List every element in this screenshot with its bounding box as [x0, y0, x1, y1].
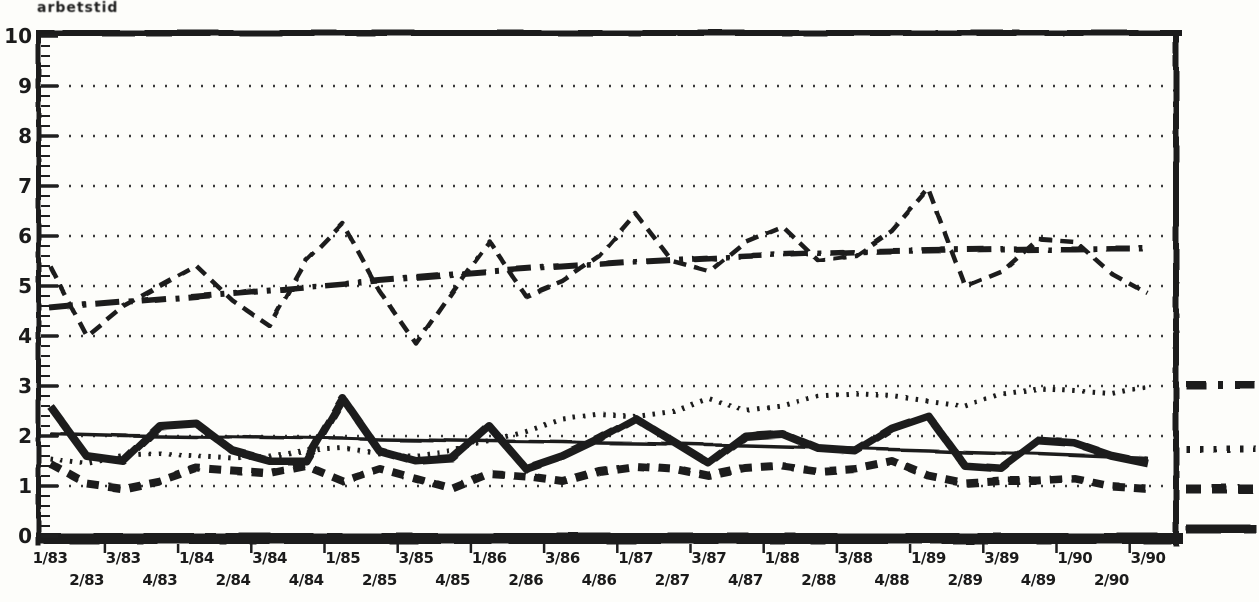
x-axis-tick-label: 3/83: [106, 549, 141, 567]
series-thin-solid-line: [49, 431, 1149, 461]
y-axis-tick-label: 8: [18, 124, 32, 148]
x-axis-tick-label: 1/88: [765, 549, 800, 567]
y-axis-tick-label: 3: [18, 374, 32, 398]
x-axis-tick-label: 3/85: [399, 549, 434, 567]
x-axis-tick-label: 4/85: [435, 571, 470, 589]
y-axis-tick-label: 1: [18, 474, 32, 498]
frame-right: [1173, 30, 1179, 546]
y-axis-tick-label: 4: [18, 324, 32, 348]
x-axis-tick-label: 2/86: [508, 571, 543, 589]
frame-left: [36, 30, 41, 546]
data-series: [46, 186, 1150, 493]
x-axis-tick-label: 4/87: [728, 571, 763, 589]
frame-top: [36, 30, 1182, 36]
plot-frame: [36, 30, 1183, 546]
y-axis-tick-label: 9: [18, 74, 32, 98]
x-axis-labels: 1/832/833/834/831/842/843/844/841/852/85…: [33, 549, 1166, 589]
y-axis-tick-label: 6: [18, 224, 32, 248]
series-seasonal-dashed-line: [48, 186, 1150, 346]
x-axis-tick-label: 3/87: [691, 549, 726, 567]
frame-bottom-axis: [36, 533, 1183, 544]
x-axis-tick-label: 1/83: [33, 549, 68, 567]
x-axis-tick-label: 2/84: [216, 571, 251, 589]
y-axis-tick-label: 0: [18, 524, 32, 548]
x-axis-tick-label: 3/84: [252, 549, 287, 567]
y-axis-tick-label: 2: [18, 424, 32, 448]
gridlines: [45, 84, 1170, 488]
x-axis-tick-label: 1/86: [472, 549, 507, 567]
x-axis-tick-label: 3/90: [1131, 549, 1166, 567]
x-axis-tick-label: 2/88: [801, 571, 836, 589]
y-axis-tick-label: 5: [18, 274, 32, 298]
x-axis-tick-label: 2/83: [69, 571, 104, 589]
x-axis-tick-label: 4/84: [289, 571, 324, 589]
x-axis-tick-label: 3/88: [838, 549, 873, 567]
x-axis-tick-label: 1/90: [1057, 549, 1092, 567]
series-bold-dashed-line: [48, 457, 1149, 493]
x-axis-tick-label: 1/89: [911, 549, 946, 567]
x-axis-tick-label: 1/84: [179, 549, 214, 567]
chart-title: arbetstid: [37, 0, 119, 16]
x-axis-tick-label: 4/88: [874, 571, 909, 589]
x-axis-tick-label: 4/83: [142, 571, 177, 589]
x-axis-ticks: [103, 544, 1131, 553]
x-axis-tick-label: 2/87: [655, 571, 690, 589]
series-bold-solid-line: [46, 394, 1149, 473]
x-axis-tick-label: 2/85: [362, 571, 397, 589]
x-axis-tick-label: 3/86: [545, 549, 580, 567]
x-axis-tick-label: 4/89: [1021, 571, 1056, 589]
y-axis-ticks: [41, 34, 58, 538]
x-axis-tick-label: 1/85: [325, 549, 360, 567]
y-axis-labels: 0 1 2 3 4 5 6 7 8 9 10: [4, 24, 32, 548]
x-axis-tick-label: 2/90: [1094, 571, 1129, 589]
x-axis-tick-label: 4/86: [582, 571, 617, 589]
y-axis-tick-label: 7: [18, 174, 32, 198]
x-axis-tick-label: 2/89: [948, 571, 983, 589]
legend: [1186, 381, 1256, 534]
y-axis-tick-label: 10: [4, 24, 32, 48]
x-axis-tick-label: 3/89: [984, 549, 1019, 567]
x-axis-tick-label: 1/87: [618, 549, 653, 567]
